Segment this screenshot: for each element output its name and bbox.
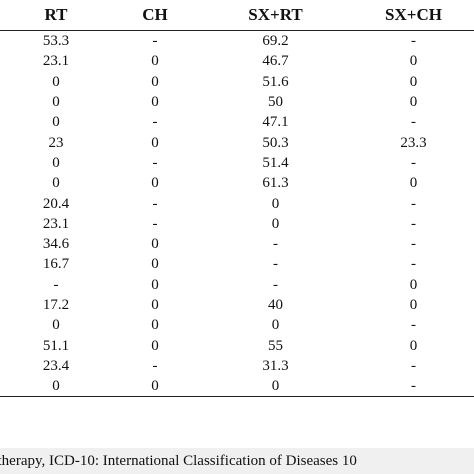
table-cell: 0 — [198, 376, 353, 398]
table-cell: 23.4 — [42, 357, 70, 374]
table-cell: 47.1 — [262, 114, 289, 131]
table-row: 0 0 0 - — [0, 315, 474, 335]
table-cell: 55 — [268, 337, 283, 354]
column-header-sx-rt: SX+RT — [198, 0, 353, 31]
table-cell: 51.1 — [42, 337, 70, 354]
table-cell: 0 — [151, 53, 159, 70]
table-cell: - — [411, 114, 416, 131]
table-cell: 0 — [52, 317, 60, 334]
table-cell: - — [411, 154, 416, 171]
table-cell: 0 — [151, 175, 159, 192]
table-cell: 51.6 — [262, 73, 289, 90]
table-cell: - — [411, 236, 416, 253]
table-cell: - — [411, 357, 416, 374]
table-cell: - — [152, 154, 158, 171]
table-cell: 0 — [52, 114, 60, 131]
table-row: 0 0 61.3 0 — [0, 173, 474, 193]
table-cell: - — [411, 195, 416, 212]
table-cell: 40 — [268, 297, 283, 313]
table-cell: 0 — [271, 317, 280, 334]
column-header-ch: CH — [112, 0, 198, 31]
table-row: 23.1 0 46.7 0 — [0, 51, 474, 71]
table-cell: 0 — [151, 317, 159, 334]
table-cell: 0 — [0, 376, 112, 398]
table-cell: - — [353, 376, 474, 398]
table-body: 53.3-69.2-23.1 0 46.7 0 0 0 51.6 0 0 0 50 0 0-47.1-2… — [0, 31, 474, 398]
table-cell: 0 — [409, 297, 418, 313]
table-cell: 0 — [409, 175, 418, 192]
table-cell: 0 — [151, 337, 159, 354]
table-cell: 17.2 — [42, 297, 70, 313]
table-row: 23 0 50.3 23.3 — [0, 132, 474, 152]
column-header-sx-ch: SX+CH — [353, 0, 474, 31]
table-cell: 50 — [268, 94, 283, 111]
table-cell: 16.7 — [42, 256, 70, 273]
table-row: 17.2 0 40 0 — [0, 295, 474, 315]
table-cell: 61.3 — [262, 175, 289, 192]
table-cell: 46.7 — [262, 53, 289, 70]
table-cell: 23.3 — [400, 134, 427, 151]
table-cell: 0 — [409, 94, 418, 111]
table-cell: 0 — [112, 376, 198, 398]
table-cell: 51.4 — [262, 154, 289, 171]
table-cell: 0 — [151, 297, 159, 313]
table-row: 0 0 51.6 0 — [0, 72, 474, 92]
table-cell: - — [273, 276, 278, 293]
table-cell: - — [152, 33, 158, 50]
table-cell: 31.3 — [262, 357, 289, 374]
table-cell: 0 — [52, 175, 60, 192]
table-cell: - — [273, 256, 278, 273]
table-cell: - — [273, 236, 278, 253]
table-cell: 0 — [52, 73, 60, 90]
table-cell: - — [411, 317, 416, 334]
table-cell: 0 — [409, 276, 418, 293]
table-row: 0 - 51.4 - — [0, 153, 474, 173]
table-cell: 23 — [48, 134, 64, 151]
table-cell: 0 — [151, 73, 159, 90]
table-cell: 69.2 — [262, 33, 289, 50]
table-row: 23.4 - 31.3 - — [0, 356, 474, 376]
table-cell: 0 — [409, 53, 418, 70]
table-cell: 20.4 — [42, 195, 70, 212]
table-cell: 0 — [409, 337, 418, 354]
table-row: 0 0 50 0 — [0, 92, 474, 112]
table-cell: 53.3 — [42, 33, 70, 50]
table-row: 16.7 0 - - — [0, 254, 474, 274]
table-cell: 50.3 — [262, 134, 289, 151]
table-cell: 23.1 — [42, 215, 70, 232]
data-table: RT CH SX+RT SX+CH 53.3-69.2-23.1 0 46.7 0 0 0… — [0, 0, 474, 398]
table-cell: 0 — [271, 195, 280, 212]
table-cell: 0 — [151, 276, 159, 293]
table-row: 20.4 - 0 - — [0, 193, 474, 213]
table-row: 53.3 - 69.2 - — [0, 31, 474, 52]
table-cell: 23.1 — [42, 53, 70, 70]
table-row: 0 - 47.1 - — [0, 112, 474, 132]
table-footnote: otherapy, ICD-10: International Classifi… — [0, 448, 474, 474]
table-cell: 0 — [52, 154, 60, 171]
table-cell: 0 — [151, 256, 159, 273]
table-row: 23.1 - 0 - — [0, 214, 474, 234]
table-cell: 0 — [409, 73, 418, 90]
table-cell: 0 — [271, 215, 280, 232]
table-cell: - — [411, 215, 416, 232]
table-cell: - — [411, 256, 416, 273]
table-row: - 0 - 0 — [0, 275, 474, 295]
table-row: 34.6 0 - - — [0, 234, 474, 254]
table-cell: - — [411, 33, 416, 50]
header-row: RT CH SX+RT SX+CH — [0, 0, 474, 31]
column-header-rt: RT — [0, 0, 112, 31]
table-cell: - — [152, 215, 158, 232]
table-cell: 0 — [151, 94, 159, 111]
table-cell: - — [152, 357, 158, 374]
table-cell: 34.6 — [42, 236, 70, 253]
table-cell: 0 — [52, 94, 60, 111]
table-cell: 0 — [151, 236, 159, 253]
table-cell: - — [152, 195, 158, 212]
table-cell: - — [53, 276, 59, 293]
table-cell: 0 — [151, 134, 159, 151]
table-cell: - — [152, 114, 158, 131]
table-row: 51.1 0 55 0 — [0, 335, 474, 355]
